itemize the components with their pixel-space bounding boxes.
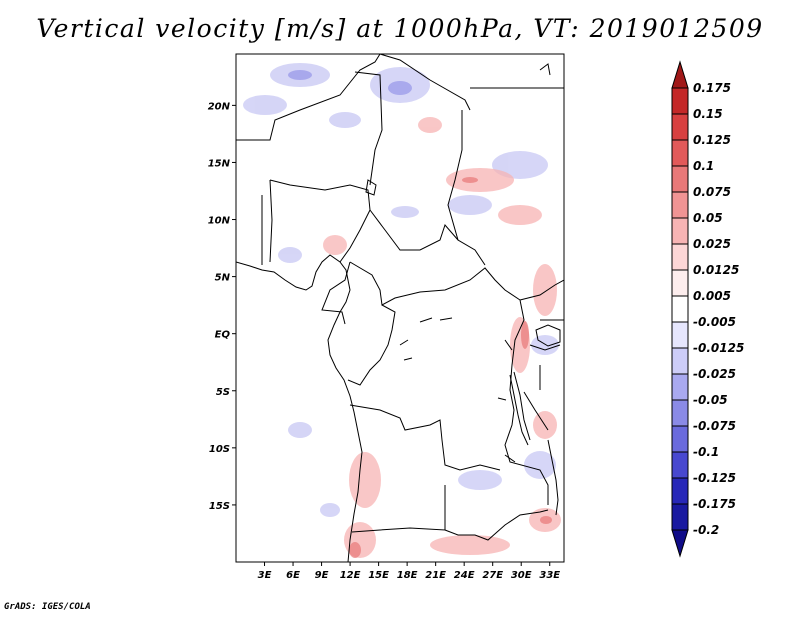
lake-malawi — [547, 439, 559, 516]
map-frame — [235, 53, 565, 563]
colorbar-label: 0.1 — [693, 159, 714, 173]
border-angola-south — [351, 485, 446, 533]
colorbar-label: 0.125 — [693, 133, 731, 147]
colorbar-label: 0.075 — [693, 185, 731, 199]
lat-label: EQ — [215, 330, 231, 341]
colorbar-box — [671, 139, 689, 167]
lat-label: 5N — [215, 273, 231, 284]
colorbar-box — [671, 399, 689, 427]
lat-label: 15S — [209, 501, 230, 512]
ne-coast — [539, 63, 551, 76]
colorbar-label: -0.025 — [693, 367, 736, 381]
lon-label: 3E — [258, 570, 272, 581]
strong-downward-motion — [288, 70, 412, 95]
colorbar-box — [671, 321, 689, 349]
colorbar-label: -0.175 — [693, 497, 736, 511]
colorbar-label: 0.05 — [693, 211, 723, 225]
colorbar-label: 0.025 — [693, 237, 731, 251]
colorbar-label: -0.075 — [693, 419, 736, 433]
colorbar-box — [671, 425, 689, 453]
upward-motion-patches — [323, 117, 561, 558]
colorbar-label: -0.005 — [693, 315, 736, 329]
lat-label: 20N — [208, 101, 231, 112]
lake-tanganyika — [509, 371, 531, 446]
border-niger-chad — [354, 71, 383, 186]
colorbar-label: 0.175 — [693, 81, 731, 95]
lon-label: 27E — [482, 570, 503, 581]
colorbar-label: -0.0125 — [693, 341, 744, 355]
colorbar-box — [671, 191, 689, 219]
border-east-africa — [519, 279, 564, 431]
colorbar-top-arrow — [671, 60, 689, 89]
border-nigeria — [269, 179, 371, 263]
colorbar-box — [671, 451, 689, 479]
colorbar-label: -0.125 — [693, 471, 736, 485]
velocity-field — [243, 63, 561, 558]
grads-credit: GrADS: IGES/COLA — [4, 602, 91, 612]
lake-chad — [365, 179, 377, 196]
colorbar-box — [671, 503, 689, 531]
lon-label: 30E — [511, 570, 532, 581]
colorbar: 0.175 0.15 0.125 0.1 0.075 0.05 0.025 0.0125 0.0… — [671, 60, 744, 558]
longitude-axis: 3E 6E 9E 12E 15E 18E 21E 24E 27E 30E 33E — [258, 562, 560, 581]
border-chad-sudan — [447, 87, 564, 266]
lon-label: 15E — [368, 570, 389, 581]
colorbar-bottom-arrow — [671, 529, 689, 558]
colorbar-label: -0.1 — [693, 445, 719, 459]
colorbar-label: -0.05 — [693, 393, 728, 407]
downward-motion-patches — [243, 63, 559, 517]
colorbar-box — [671, 113, 689, 141]
colorbar-label: 0.15 — [693, 107, 723, 121]
border-algeria-niger — [379, 54, 471, 111]
latitude-axis: 20N 15N 10N 5N EQ 5S 10S 15S — [208, 101, 236, 512]
border-benin-togo — [261, 179, 273, 265]
colorbar-label: -0.2 — [693, 523, 719, 537]
border-congo — [347, 304, 396, 386]
congo-river-dashes — [399, 317, 516, 463]
lon-label: 33E — [539, 570, 560, 581]
lon-label: 12E — [340, 570, 361, 581]
colorbar-box — [671, 165, 689, 193]
lon-label: 24E — [454, 570, 475, 581]
colorbar-label: 0.0125 — [693, 263, 739, 277]
colorbar-box — [671, 373, 689, 401]
colorbar-box — [671, 243, 689, 271]
colorbar-box — [671, 87, 689, 115]
lat-label: 10N — [208, 216, 231, 227]
border-zambia — [444, 509, 549, 541]
lat-label: 10S — [209, 444, 230, 455]
lon-label: 18E — [397, 570, 418, 581]
strong-upward-motion — [349, 177, 552, 558]
colorbar-box — [671, 217, 689, 245]
lon-label: 9E — [315, 570, 329, 581]
west-africa-coastline — [236, 254, 363, 562]
coastlines-and-borders — [236, 54, 564, 562]
colorbar-label: 0.005 — [693, 289, 731, 303]
colorbar-box — [671, 295, 689, 323]
border-sahel-north — [236, 54, 381, 141]
lake-victoria — [535, 324, 561, 347]
colorbar-box — [671, 477, 689, 505]
border-drc-east — [504, 299, 549, 505]
lon-label: 21E — [425, 570, 446, 581]
map-title: Vertical velocity [m/s] at 1000hPa, VT: … — [36, 14, 764, 43]
border-angola — [349, 404, 501, 471]
border-cameroon — [321, 261, 351, 325]
lat-label: 15N — [208, 158, 231, 169]
lat-label: 5S — [216, 387, 230, 398]
colorbar-box — [671, 269, 689, 297]
colorbar-box — [671, 347, 689, 375]
border-car — [349, 209, 521, 306]
lon-label: 6E — [286, 570, 300, 581]
